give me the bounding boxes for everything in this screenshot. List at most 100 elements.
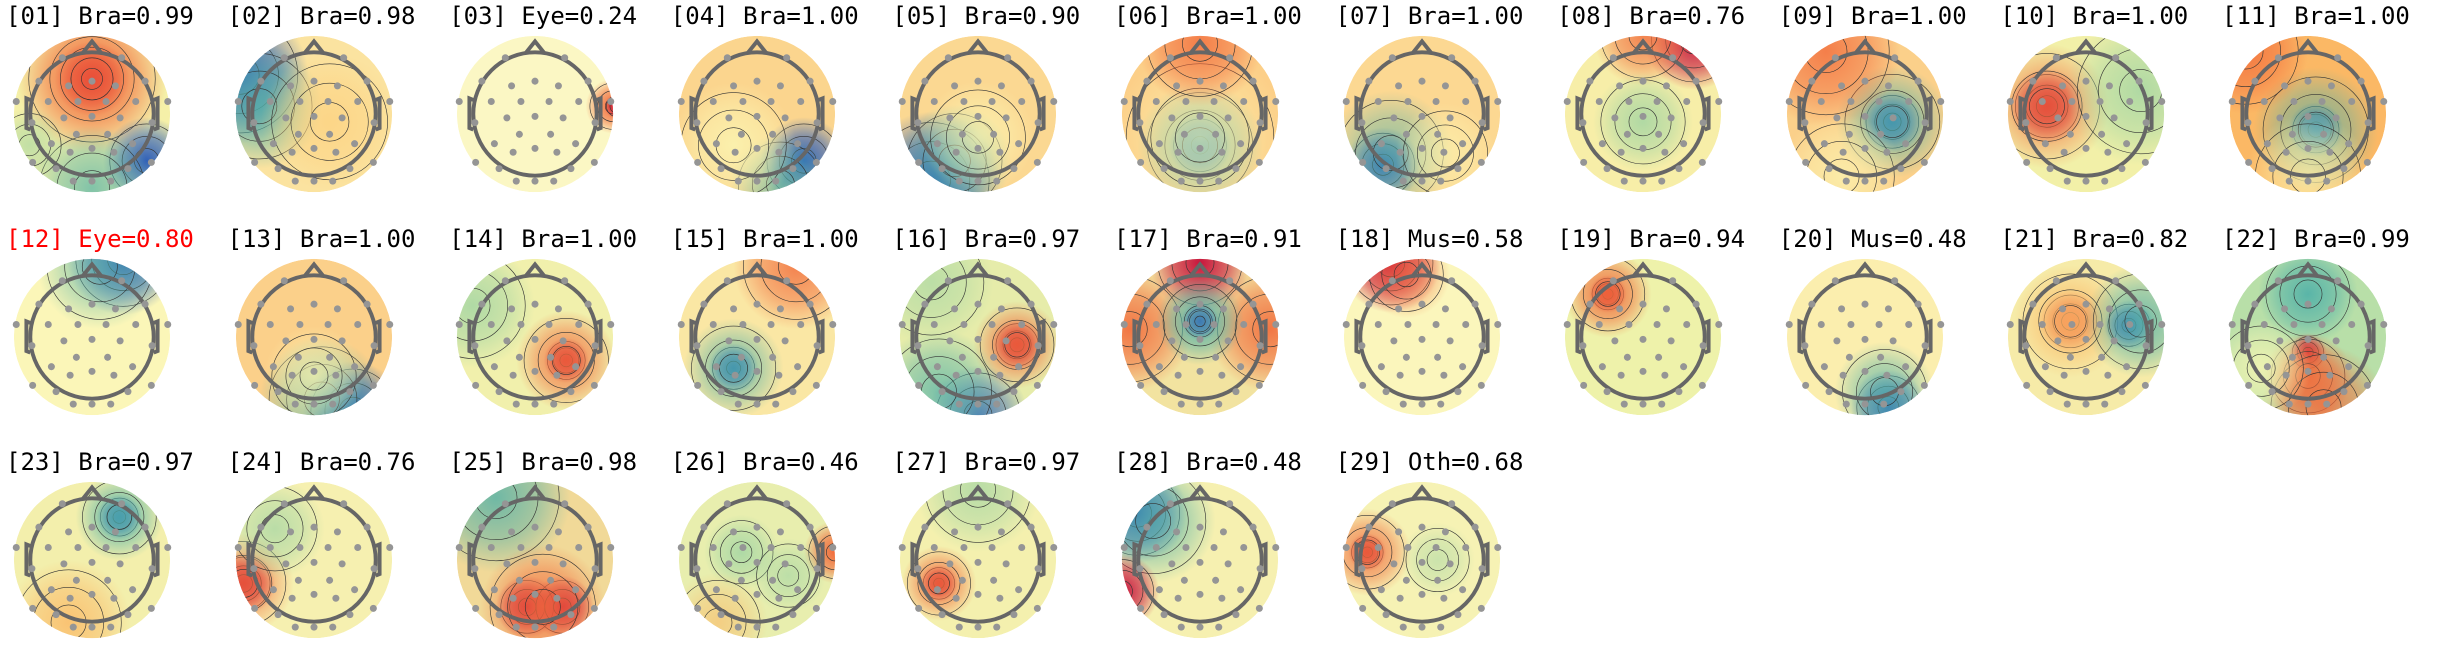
electrode-dot	[1905, 97, 1913, 106]
electrode-dot	[1382, 165, 1390, 173]
electrode-dot	[2281, 305, 2289, 313]
contour-line	[1583, 269, 1633, 319]
electrode-dot	[717, 611, 725, 619]
electrode-dot	[700, 300, 708, 308]
electrode-dot	[132, 97, 140, 106]
electrode-dot	[296, 320, 304, 329]
electrode-dot	[739, 97, 747, 106]
electrode-dot	[44, 320, 52, 329]
electrode-dot	[725, 560, 733, 568]
electrode-dot	[591, 565, 599, 573]
electrode-dot	[1611, 114, 1619, 122]
electrode-dot	[2304, 112, 2312, 120]
electrode-dot	[545, 97, 553, 106]
electrode-dot	[575, 97, 583, 106]
electrode-dot	[1921, 119, 1929, 127]
electrode-dot	[921, 300, 929, 308]
electrode-dot	[2318, 97, 2326, 106]
electrode-dot	[1801, 119, 1809, 127]
electrode-dot	[2054, 337, 2062, 345]
contour-line	[730, 541, 753, 564]
electrode-dot	[104, 353, 112, 361]
electrode-dot	[281, 337, 289, 345]
electrode-dot	[1905, 320, 1913, 329]
electrode-dot	[52, 611, 60, 619]
electrode-dot	[66, 594, 74, 602]
head-outline	[689, 38, 825, 178]
electrode-dot	[331, 371, 339, 379]
topomap	[1342, 35, 1501, 193]
electrode-dot	[559, 337, 567, 345]
electrode-dot	[931, 320, 939, 329]
component-label: [21] Bra=0.82	[2000, 225, 2189, 253]
electrode-dot	[2142, 158, 2150, 166]
electrode-dot	[2118, 388, 2126, 396]
electrode-dot	[584, 77, 592, 85]
electrode-dot	[385, 97, 393, 106]
component-label: [13] Bra=1.00	[227, 225, 416, 253]
electrode-dot	[988, 97, 996, 106]
electrode-dot	[2340, 388, 2348, 396]
electrode-dot	[1817, 97, 1825, 106]
electrode-dot	[938, 611, 946, 619]
electrode-dot	[2260, 97, 2268, 106]
electrode-dot	[132, 320, 140, 329]
electrode-dot	[956, 623, 964, 631]
electrode-dot	[2263, 363, 2271, 371]
electrode-dot	[531, 523, 539, 531]
electrode-dot	[1374, 543, 1382, 552]
topomap	[1785, 35, 1945, 193]
electrode-dot	[1441, 305, 1449, 313]
electrode-dot	[2039, 97, 2047, 106]
contour-line	[60, 46, 124, 111]
head-outline	[467, 38, 603, 178]
electrode-dot	[503, 337, 511, 345]
electrode-dot	[2022, 119, 2030, 127]
electrode-dot	[491, 140, 499, 148]
electrode-dot	[2268, 388, 2276, 396]
electrode-dot	[1563, 320, 1571, 329]
electrode-dot	[806, 77, 814, 85]
electrode-dot	[234, 320, 242, 329]
electrode-dot	[725, 114, 733, 122]
electrode-dot	[2340, 165, 2348, 173]
topomap	[899, 258, 1058, 416]
electrode-dot	[509, 594, 517, 602]
contour-line	[900, 258, 985, 336]
electrode-dot	[789, 165, 797, 173]
electrode-dot	[2281, 82, 2289, 90]
electrode-dot	[1173, 528, 1181, 536]
electrode-dot	[959, 130, 967, 138]
electrode-dot	[1861, 400, 1869, 408]
electrode-dot	[2245, 381, 2253, 389]
electrode-dot	[516, 130, 524, 138]
component-label: [10] Bra=1.00	[2000, 2, 2189, 30]
electrode-dot	[2082, 367, 2090, 375]
electrode-dot	[2082, 400, 2090, 408]
electrode-dot	[1842, 177, 1850, 185]
electrode-dot	[1418, 144, 1426, 152]
electrode-dot	[591, 119, 599, 127]
electrode-dot	[1120, 97, 1128, 106]
electrode-dot	[1461, 543, 1469, 552]
electrode-dot	[1402, 576, 1410, 584]
activation-blob	[1207, 266, 1279, 392]
electrode-dot	[2126, 97, 2134, 106]
electrode-dot	[1861, 144, 1869, 152]
electrode-dot	[1255, 381, 1263, 389]
electrode-dot	[338, 337, 346, 345]
electrode-dot	[2274, 54, 2282, 62]
electrode-dot	[974, 590, 982, 598]
component-label: [09] Bra=1.00	[1778, 2, 1967, 30]
head-outline	[1575, 38, 1711, 178]
electrode-dot	[768, 576, 776, 584]
electrode-dot	[12, 97, 20, 106]
electrode-dot	[1825, 165, 1833, 173]
electrode-dot	[2268, 165, 2276, 173]
topomap	[12, 481, 172, 639]
component-topomap: [22] Bra=0.99	[2216, 223, 2438, 446]
electrode-dot	[1196, 590, 1204, 598]
component-label: [07] Bra=1.00	[1335, 2, 1524, 30]
electrode-dot	[1394, 305, 1402, 313]
electrode-dot	[1603, 165, 1611, 173]
